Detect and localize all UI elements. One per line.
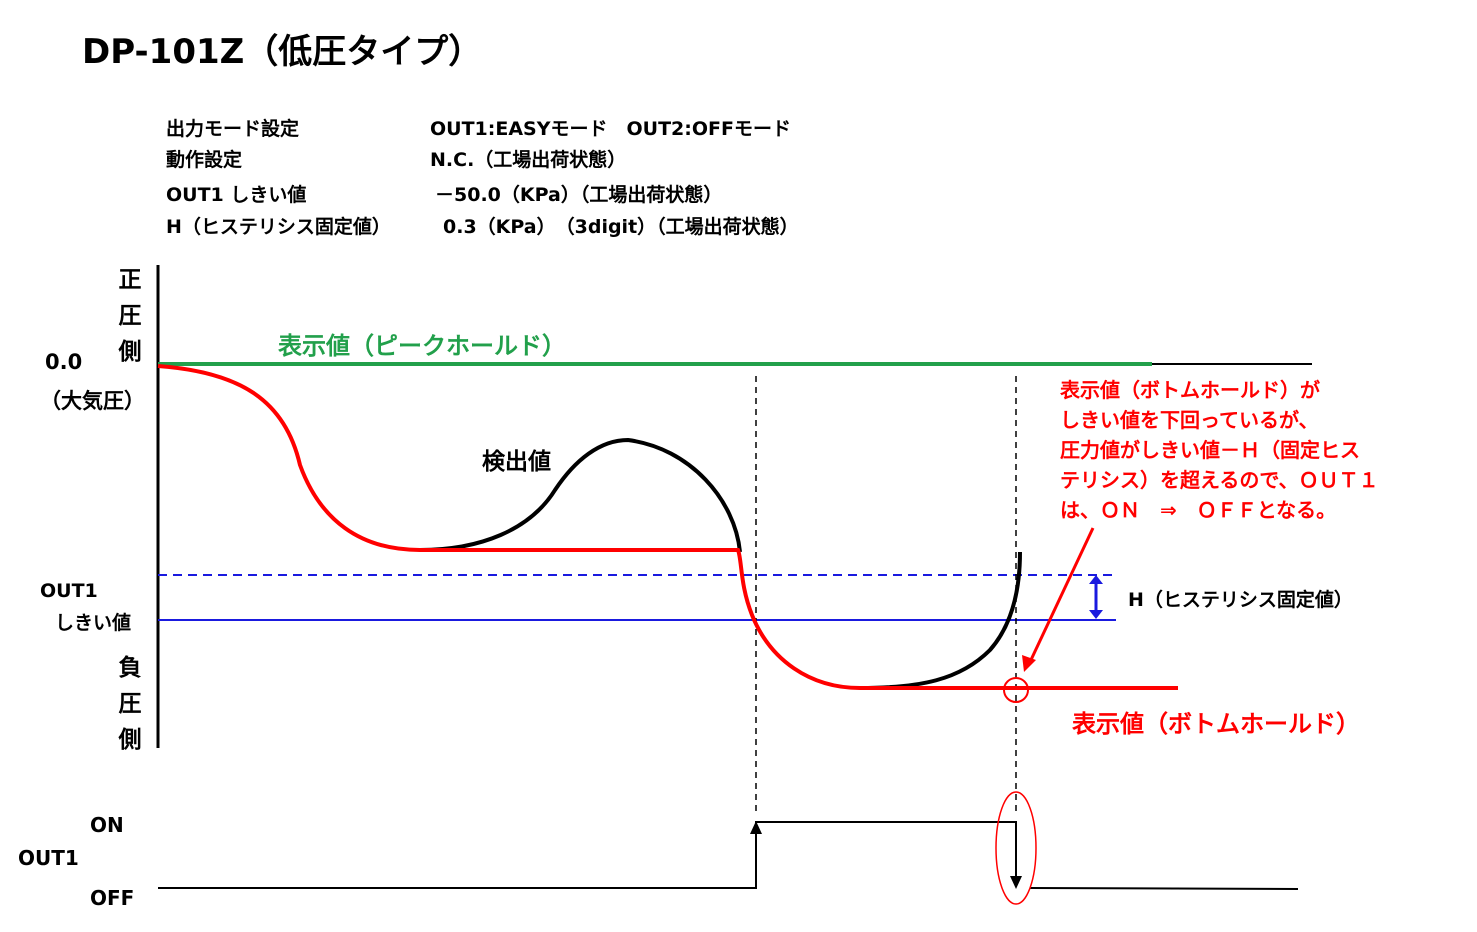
setting-value-mode: OUT1:EASYモード OUT2:OFFモード [430,118,791,140]
setting-label-hysteresis: H（ヒステリシス固定値） [166,216,391,238]
annotation-line-5: は、ＯＮ ⇒ ＯＦＦとなる。 [1060,498,1337,522]
setting-label-threshold: OUT1 しきい値 [166,184,307,206]
hysteresis-arrow-up-head [1089,575,1103,584]
annotation-arrow-head [1022,655,1036,672]
zero-value-label: 0.0 [45,350,83,374]
threshold-label-text: しきい値 [55,612,132,634]
output-rise-arrow-head [750,821,762,834]
output-fall-arrow-head [1010,876,1022,889]
bottom-hold-curve [157,364,1178,690]
negative-side-label: 負圧側 [118,655,142,753]
setting-value-threshold: －50.0（KPa）（工場出荷状態） [435,184,723,206]
detected-curve-rise [419,437,742,553]
setting-value-hysteresis: 0.3（KPa） （3digit）（工場出荷状態） [443,216,799,238]
output-off-label: OFF [90,886,135,910]
peak-hold-label: 表示値（ピークホールド） [278,332,566,360]
annotation-text: 表示値（ボトムホールド）が しきい値を下回っているが、 圧力値がしきい値－Ｈ（固… [1060,375,1379,525]
hysteresis-label: H（ヒステリシス固定値） [1128,589,1353,611]
setting-label-operation: 動作設定 [166,149,243,171]
output-signal-high [158,821,1017,889]
annotation-arrow [1028,527,1095,663]
atmospheric-label: （大気圧） [40,389,145,413]
output-signal-low [1029,887,1299,890]
threshold-label-out1: OUT1 [40,580,98,602]
output-on-label: ON [90,813,124,837]
detected-curve-recover [859,551,1022,690]
setting-label-mode: 出力モード設定 [166,118,300,140]
detected-value-label: 検出値 [482,449,551,475]
bottom-hold-label: 表示値（ボトムホールド） [1072,710,1360,738]
event-marker-circle [1003,677,1029,703]
hysteresis-arrow-down-head [1089,610,1103,619]
page-title: DP-101Z（低圧タイプ） [82,32,483,72]
annotation-line-3: 圧力値がしきい値－Ｈ（固定ヒス [1060,438,1360,462]
setting-value-operation: N.C.（工場出荷状態） [430,149,627,171]
positive-side-label: 正圧側 [118,267,142,365]
annotation-line-4: テリシス）を超えるので、ＯＵＴ１ [1060,468,1379,492]
annotation-line-1: 表示値（ボトムホールド）が [1060,378,1320,402]
output-event-ellipse [995,791,1037,905]
annotation-line-2: しきい値を下回っているが、 [1060,408,1319,432]
output-signal-label: OUT1 [18,846,79,870]
